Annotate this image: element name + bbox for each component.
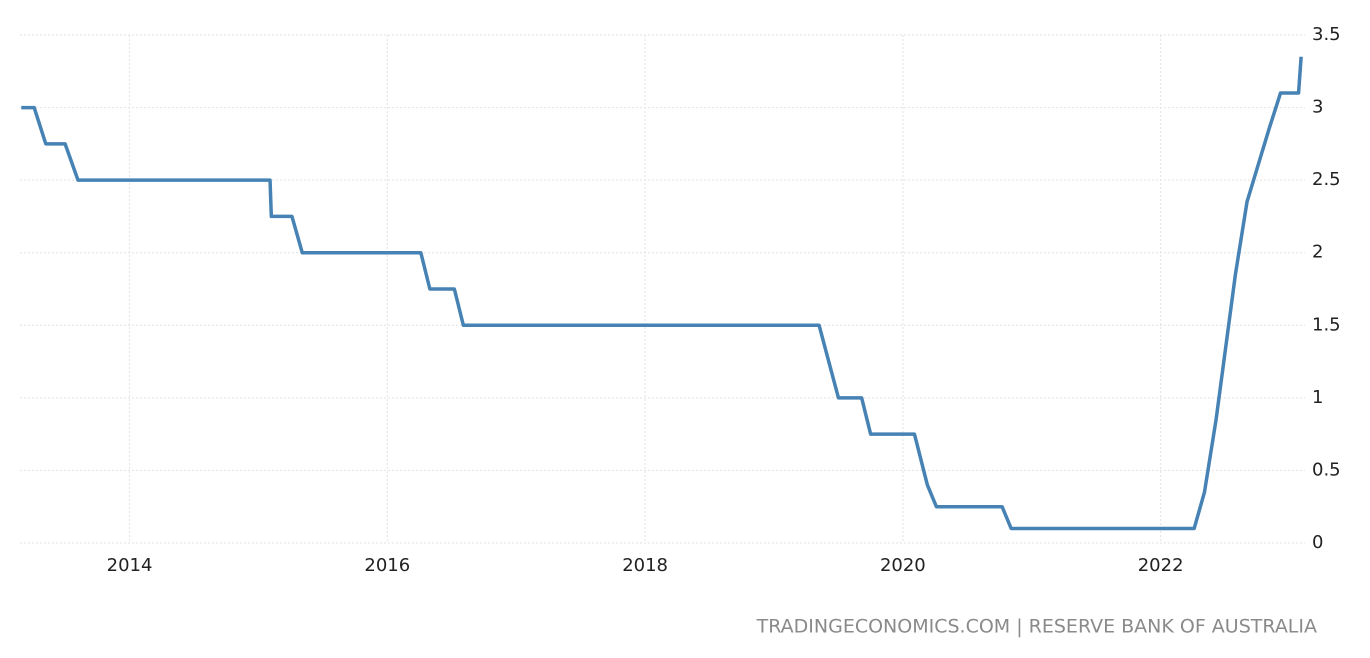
x-tick-label: 2014 xyxy=(107,555,153,576)
x-tick-label: 2016 xyxy=(364,555,410,576)
x-tick-label: 2022 xyxy=(1138,555,1184,576)
source: TRADINGECONOMICS.COM | RESERVE BANK OF A… xyxy=(756,616,1317,638)
y-tick-label: 0.5 xyxy=(1312,459,1341,480)
line-series xyxy=(21,56,1303,531)
y-tick-label: 2.5 xyxy=(1312,169,1341,190)
y-tick-label: 1.5 xyxy=(1312,314,1341,335)
y-tick-label: 1 xyxy=(1312,387,1323,408)
y-tick-label: 2 xyxy=(1312,242,1323,263)
y-tick-label: 3 xyxy=(1312,97,1323,118)
y-tick-label: 3.5 xyxy=(1312,24,1341,45)
y-tick-label: 0 xyxy=(1312,532,1323,553)
x-tick-label: 2018 xyxy=(622,555,668,576)
x-tick-label: 2020 xyxy=(880,555,926,576)
